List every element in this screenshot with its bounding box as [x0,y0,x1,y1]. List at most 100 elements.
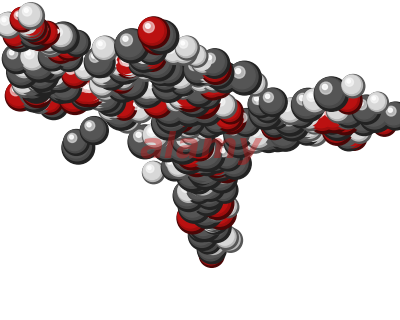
Circle shape [26,24,31,29]
Circle shape [37,55,61,79]
Circle shape [388,108,392,112]
Circle shape [97,60,124,87]
Circle shape [99,97,121,119]
Circle shape [116,58,120,63]
Circle shape [139,60,143,64]
Circle shape [174,142,200,168]
Circle shape [129,41,160,72]
Circle shape [218,99,243,124]
Circle shape [31,82,50,100]
Circle shape [161,76,170,85]
Circle shape [170,93,178,101]
Circle shape [197,174,220,196]
Circle shape [309,94,313,98]
Circle shape [140,80,148,88]
Circle shape [208,212,212,217]
Circle shape [91,72,111,93]
Circle shape [302,108,311,117]
Circle shape [53,70,58,74]
Circle shape [12,87,17,92]
Circle shape [162,105,174,117]
Circle shape [122,58,125,62]
Circle shape [96,56,100,60]
Circle shape [289,102,312,125]
Circle shape [218,196,239,218]
Circle shape [183,193,187,196]
Circle shape [218,228,242,252]
Circle shape [266,116,276,124]
Circle shape [10,85,21,96]
Circle shape [335,102,362,129]
Circle shape [60,83,88,111]
Circle shape [274,124,286,135]
Circle shape [198,236,221,258]
Circle shape [60,35,70,45]
Circle shape [70,138,74,143]
Circle shape [47,56,64,72]
Circle shape [64,87,76,98]
Circle shape [60,48,69,58]
Circle shape [36,54,64,82]
Circle shape [103,100,112,109]
Circle shape [205,53,215,64]
Circle shape [24,49,53,79]
Circle shape [342,129,346,133]
Circle shape [192,89,214,111]
Circle shape [138,43,164,68]
Circle shape [90,61,117,87]
Circle shape [248,76,256,84]
Circle shape [243,128,263,148]
Circle shape [23,20,53,50]
Circle shape [304,122,308,126]
Circle shape [352,115,356,119]
Circle shape [18,3,44,29]
Circle shape [178,146,190,157]
Circle shape [366,107,376,117]
Circle shape [171,66,195,89]
Circle shape [47,55,65,74]
Circle shape [260,103,276,119]
Circle shape [302,121,325,143]
Circle shape [178,97,190,109]
Circle shape [207,236,211,240]
Circle shape [93,90,97,93]
Circle shape [203,150,230,178]
Circle shape [263,112,283,132]
Circle shape [351,111,370,130]
Circle shape [191,171,195,175]
Circle shape [195,73,199,77]
Circle shape [136,48,140,53]
Circle shape [274,102,304,132]
Circle shape [31,56,36,61]
Circle shape [360,99,390,129]
Circle shape [138,43,166,71]
Circle shape [198,222,215,238]
Circle shape [174,93,201,120]
Circle shape [182,207,193,218]
Circle shape [210,64,215,69]
Circle shape [144,89,167,112]
Circle shape [146,55,173,82]
Circle shape [196,146,201,151]
Circle shape [138,88,146,97]
Circle shape [28,69,52,93]
Circle shape [113,102,120,109]
Circle shape [107,70,136,99]
Circle shape [260,103,278,121]
Circle shape [224,121,252,149]
Circle shape [300,118,320,138]
Circle shape [190,140,218,168]
Circle shape [222,201,226,204]
Circle shape [112,74,124,86]
Circle shape [212,78,216,82]
Circle shape [294,107,298,111]
Circle shape [7,57,35,85]
Circle shape [342,75,360,93]
Circle shape [340,91,349,100]
Circle shape [154,93,188,126]
Circle shape [316,78,342,105]
Circle shape [110,99,126,116]
Circle shape [146,21,175,51]
Circle shape [32,73,41,83]
Circle shape [179,84,205,110]
